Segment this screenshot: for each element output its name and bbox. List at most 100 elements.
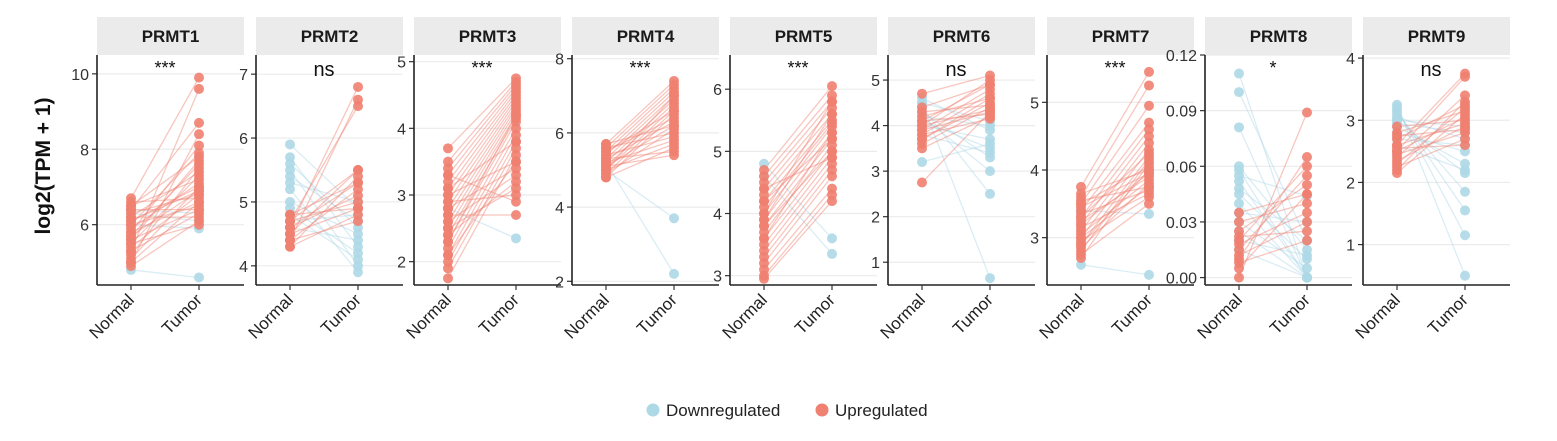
- point-downregulated-tumor: [1144, 269, 1154, 280]
- point-upregulated-normal: [917, 88, 927, 99]
- pair-line-downregulated: [921, 120, 991, 149]
- pair-line-upregulated: [1396, 125, 1466, 162]
- y-tick-label: 1: [1346, 238, 1355, 255]
- point-upregulated-tumor: [194, 117, 204, 128]
- y-tick-label: 4: [1346, 51, 1355, 68]
- point-upregulated-tumor: [353, 81, 363, 92]
- pair-line-downregulated: [1238, 249, 1308, 279]
- pair-line-upregulated: [1080, 105, 1150, 205]
- pair-line-upregulated: [130, 152, 200, 226]
- x-tick-label-tumor: Tumor: [1424, 290, 1472, 338]
- pair-line-upregulated: [1080, 162, 1150, 259]
- point-upregulated-normal: [443, 273, 453, 284]
- pair-line-upregulated: [289, 194, 359, 229]
- pair-line-upregulated: [605, 143, 675, 171]
- point-upregulated-tumor: [1144, 148, 1154, 159]
- pair-line-downregulated: [921, 143, 991, 163]
- pair-line-upregulated: [130, 220, 200, 267]
- pair-line-upregulated: [921, 88, 991, 131]
- pair-line-downregulated: [921, 97, 991, 131]
- y-tick-label: 4: [397, 121, 406, 138]
- point-upregulated-tumor: [1302, 216, 1312, 227]
- point-downregulated-normal: [917, 157, 927, 168]
- point-upregulated-tumor: [669, 150, 679, 161]
- panel-prmt9: PRMT9 1 2 3 4 Normal Tumor ns: [1346, 17, 1510, 343]
- pair-line-upregulated: [289, 207, 359, 235]
- pair-line-downregulated: [1238, 174, 1308, 197]
- point-upregulated-tumor: [827, 96, 837, 107]
- y-tick-label: 5: [397, 55, 406, 72]
- point-upregulated-tumor: [194, 219, 204, 230]
- pair-line-upregulated: [289, 182, 359, 216]
- y-tick-label: 4: [239, 259, 248, 276]
- point-upregulated-tumor: [194, 129, 204, 140]
- pair-line-downregulated: [921, 111, 991, 159]
- pair-line-upregulated: [921, 79, 991, 127]
- pair-line-upregulated: [1238, 165, 1308, 241]
- point-downregulated-tumor: [353, 235, 363, 246]
- significance-label: ***: [1104, 58, 1125, 78]
- pair-line-upregulated: [289, 182, 359, 229]
- pair-line-upregulated: [289, 169, 359, 222]
- pair-line-downregulated: [605, 162, 675, 275]
- point-downregulated-normal: [1234, 198, 1244, 209]
- pair-line-upregulated: [130, 133, 200, 263]
- point-downregulated-tumor: [1460, 186, 1470, 197]
- point-upregulated-normal: [443, 236, 453, 247]
- y-tick-label: 4: [871, 119, 880, 136]
- facet-title-prmt6: PRMT6: [933, 27, 991, 46]
- point-downregulated-normal: [285, 139, 295, 150]
- y-tick-label: 2: [555, 274, 564, 291]
- point-upregulated-tumor: [194, 72, 204, 83]
- point-upregulated-normal: [126, 215, 136, 226]
- significance-label: ***: [629, 58, 650, 78]
- point-upregulated-normal: [917, 102, 927, 113]
- x-tick-label-tumor: Tumor: [158, 290, 206, 338]
- pair-line-upregulated: [130, 156, 200, 207]
- pair-line-downregulated: [921, 102, 991, 122]
- pair-line-upregulated: [1080, 129, 1150, 218]
- y-tick-label: 5: [1030, 95, 1039, 112]
- pair-line-upregulated: [605, 124, 675, 167]
- point-downregulated-tumor: [669, 268, 679, 279]
- pair-line-upregulated: [447, 84, 517, 169]
- pair-line-upregulated: [1080, 183, 1150, 249]
- pair-line-upregulated: [1080, 189, 1150, 215]
- pair-line-upregulated: [130, 193, 200, 248]
- point-downregulated-normal: [1234, 189, 1244, 200]
- point-downregulated-tumor: [1302, 272, 1312, 283]
- point-upregulated-normal: [759, 220, 769, 231]
- point-upregulated-normal: [285, 216, 295, 227]
- y-tick-label: 7: [239, 67, 248, 84]
- point-upregulated-tumor: [194, 83, 204, 94]
- point-upregulated-tumor: [1144, 165, 1154, 175]
- facet-title-prmt2: PRMT2: [301, 27, 359, 46]
- pair-line-upregulated: [447, 181, 517, 236]
- y-tick-label: 3: [1030, 231, 1039, 248]
- point-upregulated-normal: [285, 235, 295, 246]
- pair-line-upregulated: [605, 95, 675, 171]
- point-upregulated-tumor: [827, 146, 837, 157]
- pair-line-upregulated: [130, 201, 200, 263]
- pair-line-upregulated: [1080, 122, 1150, 211]
- point-upregulated-normal: [759, 208, 769, 219]
- y-tick-label: 2: [871, 210, 880, 227]
- point-upregulated-normal: [1234, 257, 1244, 268]
- facet-strip-prmt1: [97, 17, 244, 55]
- pair-line-upregulated: [447, 114, 517, 242]
- pair-line-upregulated: [763, 113, 833, 221]
- facet-strip-prmt2: [256, 17, 403, 55]
- pair-line-upregulated: [1080, 156, 1150, 245]
- point-upregulated-normal: [601, 172, 611, 183]
- pair-line-downregulated: [130, 212, 200, 222]
- point-upregulated-tumor: [1302, 189, 1312, 200]
- point-downregulated-tumor: [1144, 208, 1154, 219]
- pair-line-upregulated: [1396, 122, 1466, 146]
- pair-line-upregulated: [1396, 73, 1466, 146]
- significance-label: ns: [1420, 59, 1441, 81]
- x-tick-label-normal: Normal: [561, 290, 613, 342]
- pair-line-upregulated: [763, 138, 833, 227]
- pair-line-upregulated: [447, 167, 517, 209]
- pair-line-downregulated: [289, 201, 359, 235]
- point-upregulated-tumor: [827, 109, 837, 120]
